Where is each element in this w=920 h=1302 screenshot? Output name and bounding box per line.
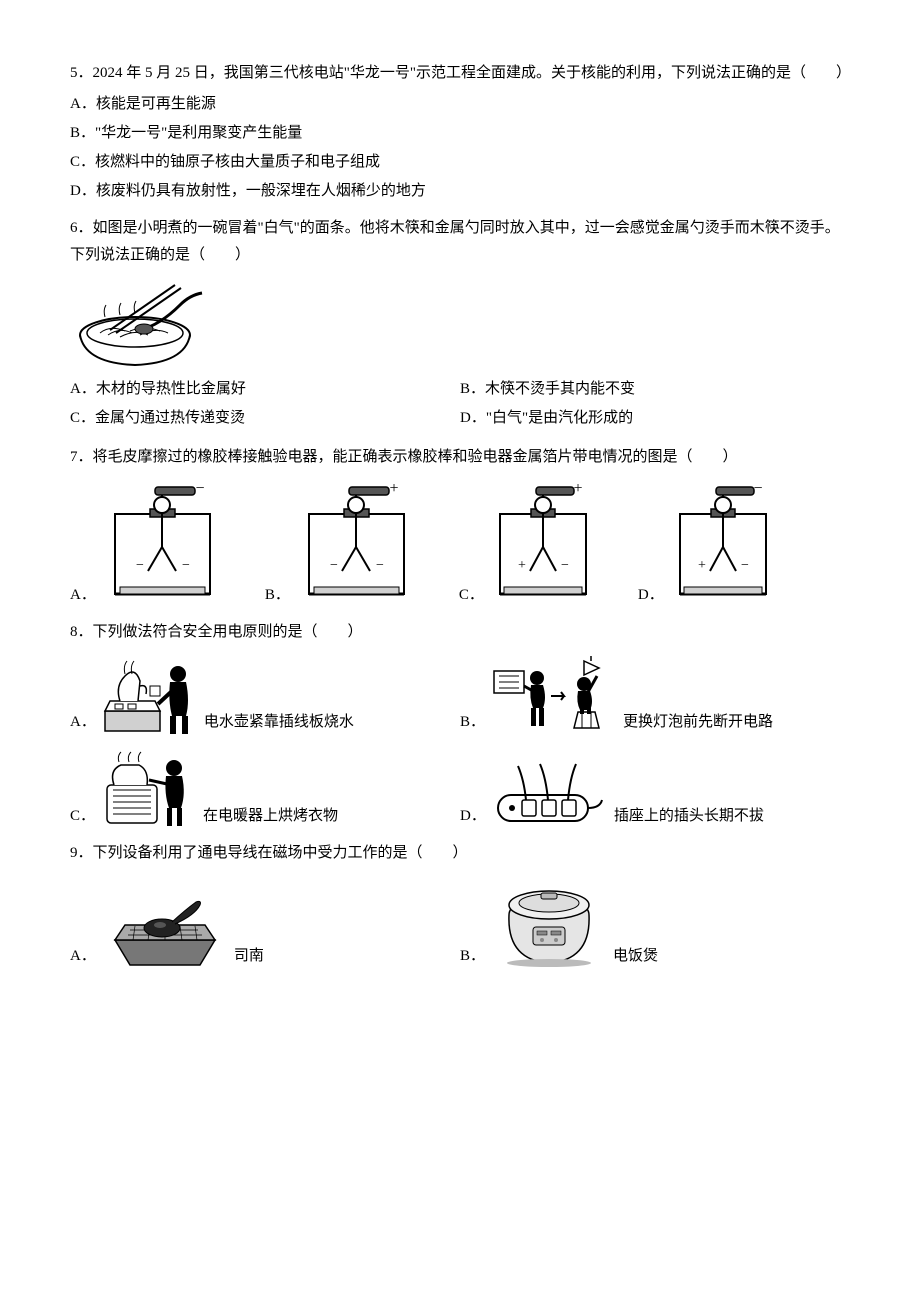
q6-options-row1: A．木材的导热性比金属好 B．木筷不烫手其内能不变: [70, 376, 850, 405]
leaf-sign-left: −: [136, 558, 144, 573]
q8-text-d: 插座上的插头长期不拔: [614, 803, 764, 830]
noodle-bowl-icon: [70, 275, 210, 370]
question-6: 6．如图是小明煮的一碗冒着"白气"的面条。他将木筷和金属勺同时放入其中，过一会感…: [70, 215, 850, 434]
q8-text-a: 电水壶紧靠插线板烧水: [204, 709, 354, 736]
svg-text:−: −: [561, 558, 569, 573]
svg-text:−: −: [753, 480, 762, 497]
q9-stem: 9．下列设备利用了通电导线在磁场中受力工作的是（ ）: [70, 840, 850, 867]
q7-option-d[interactable]: D． − + −: [638, 479, 778, 609]
q5-option-c[interactable]: C．核燃料中的铀原子核由大量质子和电子组成: [70, 149, 850, 176]
svg-text:+: +: [573, 480, 582, 497]
rod-sign: −: [195, 480, 204, 497]
q8-option-c[interactable]: C． 在电暖器上烘烤衣物: [70, 750, 460, 830]
q7-label-c: C．: [459, 582, 484, 609]
q8-stem: 8．下列做法符合安全用电原则的是（ ）: [70, 619, 850, 646]
electroscope-d-icon: − + −: [668, 479, 778, 609]
dry-clothes-heater-icon: [99, 750, 199, 830]
q7-label-a: A．: [70, 582, 96, 609]
kettle-near-strip-icon: [100, 656, 200, 736]
electroscope-b-icon: + − −: [294, 479, 419, 609]
q8-label-a: A．: [70, 709, 96, 736]
replace-bulb-icon: [489, 656, 619, 736]
q6-option-c[interactable]: C．金属勺通过热传递变烫: [70, 405, 460, 432]
q8-option-b[interactable]: B．: [460, 656, 850, 736]
q9-text-b: 电饭煲: [613, 943, 658, 970]
question-5: 5．2024 年 5 月 25 日，我国第三代核电站"华龙一号"示范工程全面建成…: [70, 60, 850, 205]
svg-text:+: +: [518, 558, 526, 573]
svg-text:+: +: [698, 558, 706, 573]
q9-option-b[interactable]: B． 电饭煲: [460, 875, 850, 970]
q9-label-a: A．: [70, 943, 96, 970]
question-8: 8．下列做法符合安全用电原则的是（ ） A．: [70, 619, 850, 830]
rice-cooker-icon: [489, 875, 609, 970]
compass-sinan-icon: [100, 880, 230, 970]
q6-figure: [70, 275, 850, 370]
q9-text-a: 司南: [234, 943, 264, 970]
q8-text-c: 在电暖器上烘烤衣物: [203, 803, 338, 830]
q5-option-b[interactable]: B．"华龙一号"是利用聚变产生能量: [70, 120, 850, 147]
q6-options-row2: C．金属勺通过热传递变烫 D．"白气"是由汽化形成的: [70, 405, 850, 434]
q8-option-d[interactable]: D． 插座上的插头长期不拔: [460, 760, 850, 830]
electroscope-c-icon: + + −: [488, 479, 598, 609]
q8-label-d: D．: [460, 803, 486, 830]
q8-label-c: C．: [70, 803, 95, 830]
q7-option-b[interactable]: B． + − −: [265, 479, 419, 609]
leaf-sign-right: −: [182, 558, 190, 573]
q6-stem: 6．如图是小明煮的一碗冒着"白气"的面条。他将木筷和金属勺同时放入其中，过一会感…: [70, 215, 850, 269]
q8-option-a[interactable]: A． 电水壶紧靠插线板烧水: [70, 656, 460, 736]
q6-option-d[interactable]: D．"白气"是由汽化形成的: [460, 405, 850, 432]
q7-label-b: B．: [265, 582, 290, 609]
q7-stem: 7．将毛皮摩擦过的橡胶棒接触验电器，能正确表示橡胶棒和验电器金属箔片带电情况的图…: [70, 444, 850, 471]
q5-option-a[interactable]: A．核能是可再生能源: [70, 91, 850, 118]
q7-option-a[interactable]: A． − − −: [70, 479, 225, 609]
q7-options-row: A． − − − B．: [70, 479, 850, 609]
q7-option-c[interactable]: C． + + −: [459, 479, 598, 609]
electroscope-a-icon: − − −: [100, 479, 225, 609]
question-7: 7．将毛皮摩擦过的橡胶棒接触验电器，能正确表示橡胶棒和验电器金属箔片带电情况的图…: [70, 444, 850, 609]
svg-text:−: −: [330, 558, 338, 573]
svg-text:+: +: [389, 480, 398, 497]
q6-option-b[interactable]: B．木筷不烫手其内能不变: [460, 376, 850, 403]
q9-option-a[interactable]: A． 司南: [70, 880, 460, 970]
q7-label-d: D．: [638, 582, 664, 609]
q9-label-b: B．: [460, 943, 485, 970]
power-strip-icon: [490, 760, 610, 830]
q5-stem: 5．2024 年 5 月 25 日，我国第三代核电站"华龙一号"示范工程全面建成…: [70, 60, 850, 87]
q8-label-b: B．: [460, 709, 485, 736]
q5-option-d[interactable]: D．核废料仍具有放射性，一般深埋在人烟稀少的地方: [70, 178, 850, 205]
svg-text:−: −: [376, 558, 384, 573]
question-9: 9．下列设备利用了通电导线在磁场中受力工作的是（ ） A．: [70, 840, 850, 970]
svg-text:−: −: [741, 558, 749, 573]
q8-text-b: 更换灯泡前先断开电路: [623, 709, 773, 736]
q6-option-a[interactable]: A．木材的导热性比金属好: [70, 376, 460, 403]
